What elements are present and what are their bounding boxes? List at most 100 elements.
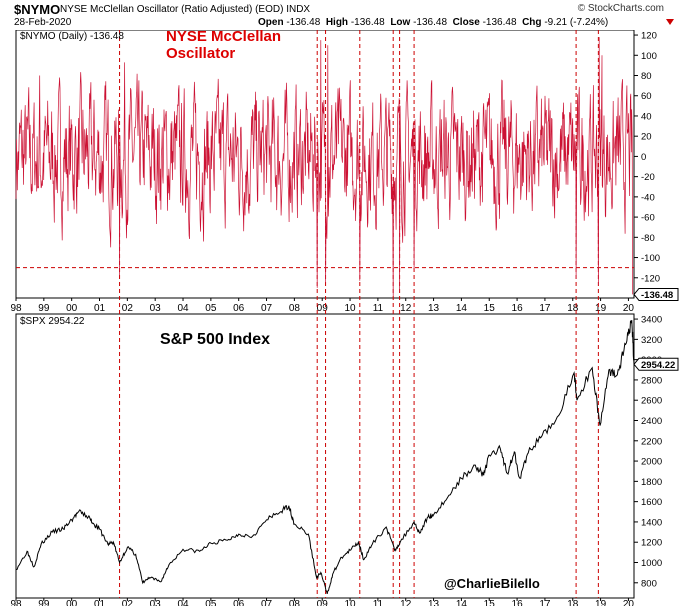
nymo-annotation-line: NYSE McClellan [166, 30, 281, 45]
spx-title: S&P 500 Index [160, 331, 270, 348]
spx-y-tick-label: 2400 [641, 416, 662, 427]
spx-x-tick-label: 19 [595, 599, 607, 606]
date-label: 28-Feb-2020 [14, 17, 72, 28]
nymo-x-tick-label: 19 [595, 303, 607, 314]
nymo-legend: $NYMO (Daily) -136.48 [20, 31, 124, 42]
symbol-label: $NYMO [14, 2, 61, 17]
spx-x-tick-label: 14 [456, 599, 468, 606]
symbol-description: NYSE McClellan Oscillator (Ratio Adjuste… [60, 4, 310, 15]
nymo-y-tick-label: 100 [641, 51, 657, 62]
chart-header: $NYMO NYSE McClellan Oscillator (Ratio A… [0, 0, 680, 30]
nymo-x-tick-label: 06 [233, 303, 245, 314]
spx-y-tick-label: 800 [641, 578, 657, 589]
nymo-y-tick-label: -40 [641, 192, 655, 203]
spx-x-tick-label: 01 [94, 599, 106, 606]
nymo-y-tick-label: 60 [641, 91, 652, 102]
spx-x-tick-label: 18 [567, 599, 579, 606]
spx-y-tick-label: 3400 [641, 315, 662, 326]
stockcharts-logo[interactable]: © StockCharts.com [577, 3, 664, 14]
spx-x-tick-label: 02 [122, 599, 134, 606]
spx-y-tick-label: 1400 [641, 517, 662, 528]
spx-y-tick-label: 1600 [641, 497, 662, 508]
spx-x-tick-label: 08 [289, 599, 301, 606]
spx-x-tick-label: 05 [205, 599, 217, 606]
spx-x-tick-label: 11 [373, 599, 384, 606]
spx-last-value-tag-box [633, 357, 679, 371]
open-value: -136.48 [286, 17, 321, 28]
spx-x-tick-label: 03 [150, 599, 162, 606]
spx-legend: $SPX 2954.22 [20, 316, 85, 327]
nymo-x-tick-label: 15 [484, 303, 496, 314]
nymo-annotation-line: Oscillator [166, 45, 235, 62]
spx-y-tick-label: 2000 [641, 457, 662, 468]
nymo-x-tick-label: 05 [205, 303, 217, 314]
nymo-y-tick-label: -80 [641, 233, 655, 244]
nymo-x-tick-label: 18 [567, 303, 579, 314]
spx-last-value-tag: 2954.22 [633, 357, 679, 371]
nymo-y-tick-label: 20 [641, 132, 652, 143]
spx-x-tick-label: 04 [177, 599, 189, 606]
spx-y-tick-label: 1800 [641, 477, 662, 488]
spx-y-tick-label: 3200 [641, 335, 662, 346]
high-value: -136.48 [350, 17, 385, 28]
nymo-x-tick-label: 03 [150, 303, 162, 314]
nymo-y-tick-label: 120 [641, 31, 657, 42]
security-name: NYSE McClellan Oscillator (Ratio Adjuste… [60, 4, 284, 15]
spx-x-tick-label: 10 [344, 599, 356, 606]
nymo-y-tick-label: -100 [641, 253, 660, 264]
low-value: -136.48 [413, 17, 448, 28]
nymo-y-tick-label: -20 [641, 172, 655, 183]
nymo-x-tick-label: 20 [623, 303, 635, 314]
nymo-x-tick-label: 14 [456, 303, 468, 314]
nymo-x-tick-label: 08 [289, 303, 301, 314]
down-triangle-icon [666, 19, 674, 25]
nymo-x-tick-label: 04 [177, 303, 189, 314]
spx-last-value-tag-text: 2954.22 [641, 360, 675, 371]
exchange-label: INDX [286, 4, 311, 15]
nymo-x-tick-label: 09 [317, 303, 329, 314]
nymo-x-tick-label: 01 [94, 303, 106, 314]
high-label: High [325, 17, 349, 28]
spx-x-tick-label: 15 [484, 599, 496, 606]
spx-x-tick-label: 20 [623, 599, 635, 606]
spx-x-tick-label: 09 [317, 599, 329, 606]
open-label: Open [258, 17, 284, 28]
spx-x-tick-label: 12 [400, 599, 412, 606]
nymo-y-tick-label: 0 [641, 152, 646, 163]
spx-x-tick-label: 98 [10, 599, 22, 606]
spx-y-tick-label: 2800 [641, 375, 662, 386]
nymo-x-tick-label: 10 [344, 303, 356, 314]
nymo-y-tick-label: -60 [641, 213, 655, 224]
chart-area: 120100806040200-20-40-60-80-100-12034003… [10, 30, 679, 606]
spx-y-tick-label: 1200 [641, 538, 662, 549]
nymo-last-value-tag-text: -136.48 [641, 290, 673, 301]
watermark-label: @CharlieBilello [444, 576, 540, 591]
quote-summary: Open -136.48 High -136.48 Low -136.48 Cl… [258, 17, 608, 28]
spx-x-tick-label: 17 [539, 599, 551, 606]
spx-x-tick-label: 16 [512, 599, 524, 606]
close-value: -136.48 [482, 17, 517, 28]
spx-x-tick-label: 07 [261, 599, 273, 606]
nymo-x-tick-label: 11 [373, 303, 384, 314]
nymo-x-tick-label: 13 [428, 303, 440, 314]
chg-label: Chg [522, 17, 542, 28]
spx-panel-frame [15, 313, 635, 599]
nymo-y-tick-label: 80 [641, 71, 652, 82]
nymo-x-tick-label: 98 [10, 303, 22, 314]
nymo-x-tick-label: 12 [400, 303, 412, 314]
chg-value: -9.21 (-7.24%) [544, 17, 609, 28]
spx-y-tick-label: 2200 [641, 436, 662, 447]
nymo-x-tick-label: 17 [539, 303, 551, 314]
nymo-x-tick-label: 02 [122, 303, 134, 314]
nymo-x-tick-label: 00 [66, 303, 78, 314]
spx-y-tick-label: 1000 [641, 558, 662, 569]
nymo-x-tick-label: 07 [261, 303, 273, 314]
nymo-last-value-tag-box [633, 287, 679, 301]
nymo-x-tick-label: 16 [512, 303, 524, 314]
spx-series-line [15, 319, 635, 595]
nymo-series-line [15, 37, 633, 297]
nymo-last-value-tag: -136.48 [633, 287, 679, 301]
spx-x-tick-label: 13 [428, 599, 440, 606]
spx-y-tick-label: 2600 [641, 396, 662, 407]
low-label: Low [390, 17, 411, 28]
